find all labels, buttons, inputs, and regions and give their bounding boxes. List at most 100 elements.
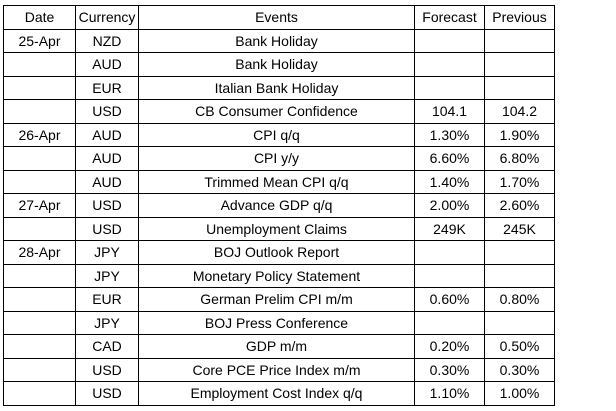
cell-event: CB Consumer Confidence [138,99,415,124]
cell-previous: 0.30% [484,357,555,382]
table-row: USD CB Consumer Confidence 104.1 104.2 [3,99,555,124]
cell-date [3,169,76,194]
cell-date [3,287,76,312]
cell-previous [484,310,555,335]
header-events: Events [138,5,415,30]
cell-currency: EUR [75,75,139,100]
cell-forecast [414,263,485,288]
table-body: 25-Apr NZD Bank Holiday AUD Bank Holiday EUR I… [3,28,555,406]
table-row: AUD Trimmed Mean CPI q/q 1.40% 1.70% [3,169,555,194]
cell-previous: 2.60% [484,193,555,218]
cell-event: CPI y/y [138,146,415,171]
cell-currency: CAD [75,334,139,359]
cell-previous: 6.80% [484,146,555,171]
cell-forecast: 0.60% [414,287,485,312]
cell-event: Unemployment Claims [138,216,415,241]
cell-forecast: 104.1 [414,99,485,124]
cell-event: Employment Cost Index q/q [138,381,415,406]
cell-forecast: 1.10% [414,381,485,406]
cell-date: 27-Apr [3,193,76,218]
table-row: EUR Italian Bank Holiday [3,75,555,100]
cell-date [3,310,76,335]
header-date: Date [3,5,76,30]
table-row: JPY Monetary Policy Statement [3,263,555,288]
cell-previous: 1.90% [484,122,555,147]
cell-forecast [414,310,485,335]
table-row: AUD CPI y/y 6.60% 6.80% [3,146,555,171]
cell-date [3,263,76,288]
table-row: AUD Bank Holiday [3,52,555,77]
cell-currency: AUD [75,169,139,194]
cell-currency: JPY [75,310,139,335]
cell-forecast: 6.60% [414,146,485,171]
economic-calendar-table: Date Currency Events Forecast Previous 2… [3,5,555,406]
table-row: 28-Apr JPY BOJ Outlook Report [3,240,555,265]
cell-currency: JPY [75,263,139,288]
cell-currency: USD [75,381,139,406]
cell-date: 28-Apr [3,240,76,265]
header-forecast: Forecast [414,5,485,30]
cell-event: Advance GDP q/q [138,193,415,218]
cell-forecast: 2.00% [414,193,485,218]
table-row: 25-Apr NZD Bank Holiday [3,28,555,53]
cell-forecast [414,75,485,100]
cell-currency: EUR [75,287,139,312]
cell-currency: USD [75,99,139,124]
cell-event: Trimmed Mean CPI q/q [138,169,415,194]
cell-forecast [414,52,485,77]
cell-forecast: 1.30% [414,122,485,147]
cell-forecast [414,240,485,265]
cell-date [3,146,76,171]
cell-date [3,52,76,77]
cell-currency: USD [75,357,139,382]
cell-previous: 104.2 [484,99,555,124]
cell-date [3,357,76,382]
cell-event: BOJ Outlook Report [138,240,415,265]
header-row: Date Currency Events Forecast Previous [3,5,555,30]
cell-event: Monetary Policy Statement [138,263,415,288]
cell-currency: USD [75,193,139,218]
cell-event: GDP m/m [138,334,415,359]
table-header: Date Currency Events Forecast Previous [3,5,555,30]
cell-previous: 1.00% [484,381,555,406]
cell-date [3,216,76,241]
cell-event: CPI q/q [138,122,415,147]
table-row: USD Employment Cost Index q/q 1.10% 1.00% [3,381,555,406]
cell-forecast: 0.30% [414,357,485,382]
cell-event: Core PCE Price Index m/m [138,357,415,382]
table-row: 26-Apr AUD CPI q/q 1.30% 1.90% [3,122,555,147]
cell-event: Bank Holiday [138,52,415,77]
cell-previous: 0.80% [484,287,555,312]
cell-date [3,334,76,359]
cell-previous [484,263,555,288]
cell-previous [484,52,555,77]
cell-date [3,99,76,124]
cell-currency: JPY [75,240,139,265]
header-previous: Previous [484,5,555,30]
header-currency: Currency [75,5,139,30]
table-row: CAD GDP m/m 0.20% 0.50% [3,334,555,359]
table-row: EUR German Prelim CPI m/m 0.60% 0.80% [3,287,555,312]
cell-date: 25-Apr [3,28,76,53]
cell-forecast [414,28,485,53]
cell-previous [484,240,555,265]
cell-currency: NZD [75,28,139,53]
cell-event: German Prelim CPI m/m [138,287,415,312]
table-row: USD Core PCE Price Index m/m 0.30% 0.30% [3,357,555,382]
cell-date: 26-Apr [3,122,76,147]
cell-forecast: 0.20% [414,334,485,359]
cell-previous [484,28,555,53]
cell-previous: 1.70% [484,169,555,194]
cell-previous: 245K [484,216,555,241]
cell-currency: USD [75,216,139,241]
cell-event: Italian Bank Holiday [138,75,415,100]
cell-previous [484,75,555,100]
table-row: USD Unemployment Claims 249K 245K [3,216,555,241]
table-row: JPY BOJ Press Conference [3,310,555,335]
cell-currency: AUD [75,146,139,171]
cell-currency: AUD [75,122,139,147]
cell-date [3,75,76,100]
cell-event: BOJ Press Conference [138,310,415,335]
cell-forecast: 1.40% [414,169,485,194]
cell-event: Bank Holiday [138,28,415,53]
